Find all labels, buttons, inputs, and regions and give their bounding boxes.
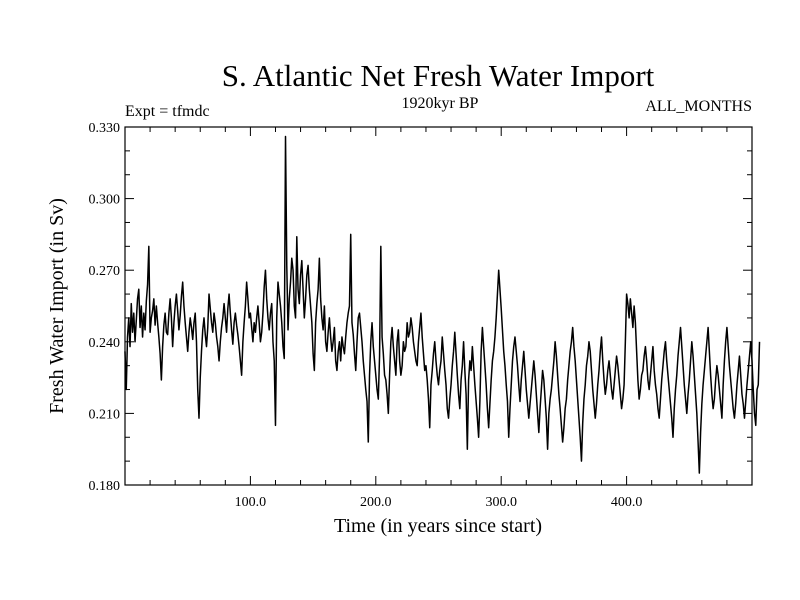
chart-subtitle: 1920kyr BP xyxy=(402,95,479,112)
x-tick-label: 100.0 xyxy=(235,495,267,510)
y-tick-label: 0.180 xyxy=(89,479,121,494)
x-tick-label: 200.0 xyxy=(360,495,392,510)
chart-title: S. Atlantic Net Fresh Water Import xyxy=(222,58,655,93)
y-tick-label: 0.270 xyxy=(89,264,121,279)
series-line xyxy=(124,135,761,474)
x-axis-label: Time (in years since start) xyxy=(334,515,542,537)
plot-frame xyxy=(124,126,753,486)
y-tick-label: 0.210 xyxy=(89,407,121,422)
experiment-label: Expt = tfmdc xyxy=(125,103,210,120)
y-tick-label: 0.300 xyxy=(89,193,121,208)
months-label: ALL_MONTHS xyxy=(645,98,752,115)
axis-ticks xyxy=(125,127,752,485)
y-tick-label: 0.240 xyxy=(89,336,121,351)
y-tick-label: 0.330 xyxy=(89,121,121,136)
axis-tick-labels: 100.0 200.0 300.0 400.0 0.180 0.210 0.240 0.270… xyxy=(89,121,643,510)
y-axis-label: Fresh Water Import (in Sv) xyxy=(46,198,68,414)
x-tick-label: 400.0 xyxy=(611,495,643,510)
x-tick-label: 300.0 xyxy=(485,495,517,510)
